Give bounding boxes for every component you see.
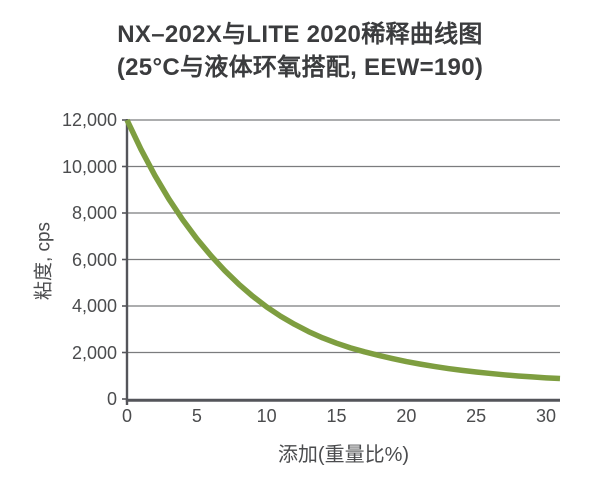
- chart-subtitle: (25°C与液体环氧搭配, EEW=190): [116, 54, 484, 81]
- x-tick-label: 0: [121, 406, 132, 426]
- y-tick-label: 8,000: [71, 203, 117, 223]
- dilution-curve: [124, 118, 561, 382]
- y-tick-label: 6,000: [71, 249, 117, 270]
- x-tick-label: 5: [191, 406, 202, 426]
- y-tick-label: 0: [106, 389, 117, 409]
- x-tick-label: 10: [256, 406, 277, 426]
- chart-title: NX–202X与LITE 2020稀释曲线图: [117, 21, 483, 48]
- y-axis-label: 粘度, cps: [33, 221, 55, 301]
- x-tick-label: 25: [466, 406, 487, 426]
- y-tick-label: 10,000: [61, 156, 117, 177]
- x-tick-label: 15: [326, 406, 347, 426]
- y-tick-label: 12,000: [61, 110, 117, 130]
- x-tick-label: 20: [396, 406, 417, 426]
- y-tick-label: 2,000: [71, 342, 117, 363]
- y-tick-label: 4,000: [71, 296, 117, 316]
- x-axis-label: 添加(重量比%): [277, 444, 410, 466]
- x-tick-label: 30: [536, 406, 557, 426]
